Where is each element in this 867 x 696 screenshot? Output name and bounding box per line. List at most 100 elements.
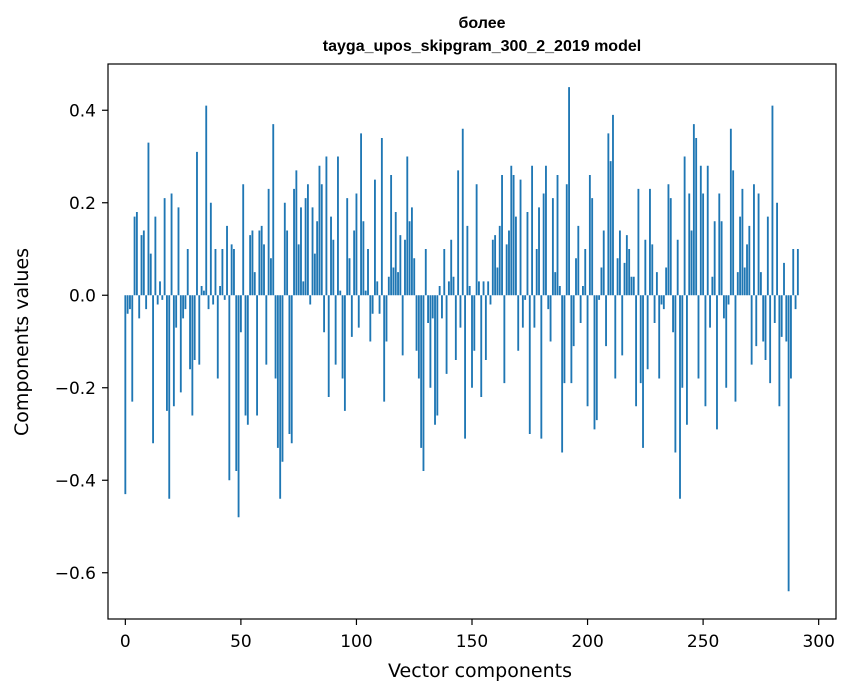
bar <box>233 249 235 296</box>
bar <box>325 156 328 296</box>
bar <box>251 230 254 296</box>
bar <box>256 295 258 416</box>
bar <box>635 295 638 407</box>
bar <box>637 188 640 296</box>
bar <box>660 295 663 305</box>
bar <box>665 267 668 296</box>
bar <box>337 156 339 296</box>
bar <box>732 170 735 296</box>
bar <box>743 267 746 296</box>
bar <box>489 295 492 305</box>
bar <box>385 295 388 342</box>
bar <box>572 295 575 347</box>
bar <box>272 124 275 296</box>
bar <box>722 295 725 319</box>
bar <box>780 295 783 337</box>
y-tick-label: −0.4 <box>55 471 96 491</box>
bar <box>498 225 501 296</box>
bar <box>138 295 141 319</box>
bar <box>436 295 439 416</box>
y-tick-label: 0.4 <box>69 101 96 121</box>
bar <box>135 212 138 296</box>
bar <box>311 207 314 296</box>
bar <box>459 295 462 328</box>
bar <box>531 165 534 296</box>
bar <box>364 290 367 296</box>
bar <box>392 267 395 296</box>
bar <box>447 281 450 296</box>
bar <box>494 235 497 296</box>
bar <box>318 165 321 296</box>
bar <box>584 249 587 296</box>
bar <box>166 295 168 411</box>
bar <box>168 295 171 499</box>
bar <box>669 198 672 296</box>
bar <box>505 244 508 296</box>
x-tick-label: 250 <box>687 632 719 652</box>
bar <box>468 286 471 296</box>
bar <box>796 249 799 296</box>
y-axis: −0.6 −0.4 −0.2 0.0 0.2 0.4 <box>55 101 108 584</box>
bar <box>725 295 728 388</box>
bar <box>346 198 349 296</box>
bar <box>131 295 134 402</box>
bar <box>156 295 159 305</box>
bar <box>397 272 399 296</box>
bar <box>628 249 631 296</box>
bar <box>706 165 709 296</box>
bar <box>431 295 434 319</box>
bar <box>302 281 305 296</box>
bar <box>244 295 247 416</box>
bar <box>563 295 566 384</box>
bar <box>390 175 393 296</box>
bar <box>718 193 721 296</box>
bar <box>394 212 397 296</box>
bar <box>237 295 240 518</box>
chart-title: более <box>458 15 505 32</box>
bar <box>690 230 693 296</box>
bar <box>223 295 226 300</box>
bar <box>503 295 506 384</box>
bar <box>281 295 284 462</box>
bar <box>413 258 416 296</box>
bar <box>163 198 166 296</box>
bar <box>295 170 298 296</box>
bar <box>526 212 529 296</box>
bar <box>297 244 300 296</box>
y-tick-label: −0.6 <box>55 564 96 584</box>
bar <box>408 221 411 296</box>
bar <box>207 295 210 310</box>
bar <box>600 267 603 296</box>
bar <box>457 170 460 296</box>
bar <box>577 225 580 296</box>
bar <box>129 295 131 310</box>
bar <box>179 295 182 393</box>
bar <box>471 295 473 388</box>
bar <box>332 239 335 296</box>
bar <box>293 188 295 296</box>
bar <box>639 295 642 384</box>
bar <box>649 188 651 296</box>
bar <box>265 295 268 365</box>
bar <box>679 295 681 499</box>
bar <box>508 230 510 296</box>
bar <box>339 290 342 296</box>
bar <box>177 207 180 296</box>
bar <box>161 295 164 300</box>
bar <box>591 198 594 296</box>
bar <box>360 133 362 296</box>
bar <box>551 198 554 296</box>
bar <box>565 184 568 296</box>
bar <box>602 230 605 296</box>
bar <box>734 295 737 402</box>
y-axis-label: Components values <box>11 248 33 436</box>
y-tick-label: −0.2 <box>55 379 96 399</box>
bar <box>524 295 527 300</box>
bar <box>464 295 466 439</box>
bar <box>374 179 376 296</box>
bar <box>216 295 219 379</box>
bar <box>124 295 127 495</box>
bar <box>484 295 487 360</box>
bar <box>362 221 365 296</box>
bar <box>595 295 598 421</box>
